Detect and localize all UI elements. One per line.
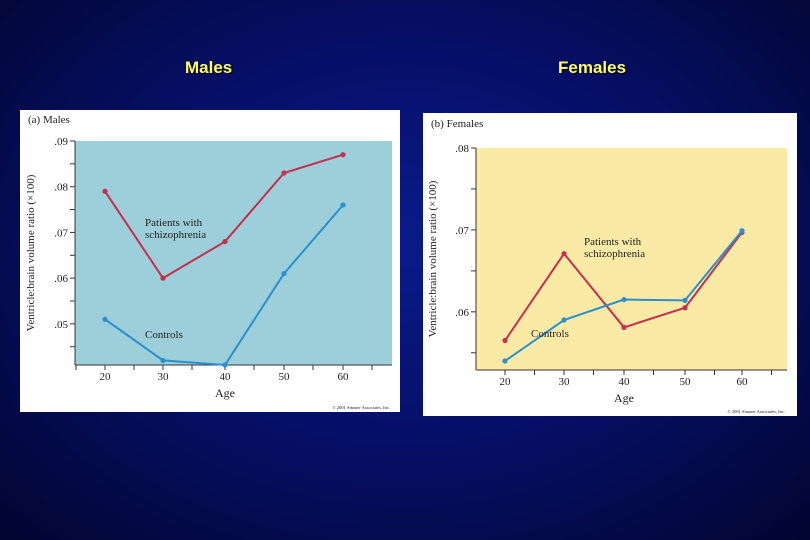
x-axis-title: Age bbox=[614, 391, 634, 405]
patients-data-point bbox=[340, 152, 346, 158]
patients-data-point bbox=[281, 170, 287, 176]
females-chart-panel: (b) Females .06 .07 .08 20 30 40 50 60 Age Ventric… bbox=[423, 113, 797, 416]
plot-background bbox=[476, 148, 787, 370]
x-tick-label: 30 bbox=[158, 371, 170, 383]
series-label: schizophrenia bbox=[584, 248, 645, 260]
series-label: schizophrenia bbox=[145, 229, 206, 241]
controls-data-point bbox=[340, 202, 346, 208]
patients-data-point bbox=[102, 188, 108, 194]
y-axis-title: Ventricle:brain volume ratio (×100) bbox=[427, 180, 439, 337]
y-tick-label: .09 bbox=[54, 136, 68, 148]
patients-data-point bbox=[222, 238, 228, 245]
y-tick-label: .08 bbox=[54, 182, 68, 194]
y-tick-label: .06 bbox=[54, 273, 68, 285]
x-axis-title: Age bbox=[215, 386, 235, 400]
y-tick-label: .07 bbox=[455, 225, 469, 237]
females-chart: (b) Females .06 .07 .08 20 30 40 50 60 Age Ventric… bbox=[427, 118, 787, 415]
controls-data-point bbox=[281, 270, 287, 277]
controls-data-point bbox=[102, 316, 108, 322]
x-tick-label: 60 bbox=[338, 371, 350, 383]
males-slide-title: Males bbox=[185, 58, 233, 77]
controls-data-point bbox=[160, 357, 166, 364]
controls-data-point bbox=[739, 228, 745, 234]
patients-data-point bbox=[561, 251, 567, 257]
controls-data-point bbox=[561, 317, 567, 323]
y-axis-title: Ventricle:brain volume ratio (×100) bbox=[25, 174, 37, 331]
controls-data-point bbox=[502, 358, 508, 364]
copyright-text: © 2001 Sinauer Associates, Inc. bbox=[332, 405, 390, 411]
males-chart: (a) Males .05 .06 .07 .08 .09 20 30 40 50 60 Age Ven… bbox=[25, 114, 392, 411]
x-tick-label: 40 bbox=[220, 371, 232, 383]
y-tick-label: .08 bbox=[455, 143, 469, 155]
patients-data-point bbox=[682, 305, 688, 311]
controls-data-point bbox=[682, 297, 688, 303]
series-label: Patients with bbox=[584, 236, 642, 248]
patients-data-point bbox=[502, 337, 508, 344]
controls-data-point bbox=[222, 362, 228, 368]
patients-data-point bbox=[160, 275, 166, 281]
controls-data-point bbox=[621, 296, 627, 303]
panel-label: (a) Males bbox=[28, 114, 70, 126]
females-slide-title: Females bbox=[558, 58, 627, 77]
y-tick-label: .05 bbox=[54, 319, 68, 331]
x-tick-label: 50 bbox=[279, 371, 291, 383]
patients-data-point bbox=[621, 324, 627, 331]
x-tick-label: 40 bbox=[619, 376, 631, 388]
x-tick-label: 30 bbox=[559, 376, 571, 388]
y-tick-label: .06 bbox=[455, 307, 469, 319]
x-tick-label: 20 bbox=[100, 371, 112, 383]
x-tick-label: 20 bbox=[500, 376, 512, 388]
x-tick-label: 50 bbox=[680, 376, 692, 388]
copyright-text: © 2001 Sinauer Associates, Inc. bbox=[727, 409, 785, 415]
series-label: Patients with bbox=[145, 217, 203, 229]
x-tick-label: 60 bbox=[737, 376, 749, 388]
y-tick-label: .07 bbox=[54, 227, 68, 239]
plot-background bbox=[75, 141, 392, 365]
series-label: Controls bbox=[145, 329, 183, 341]
series-label: Controls bbox=[531, 328, 569, 340]
males-chart-panel: (a) Males .05 .06 .07 .08 .09 20 30 40 50 60 Age Ven… bbox=[20, 110, 400, 412]
panel-label: (b) Females bbox=[431, 118, 483, 130]
